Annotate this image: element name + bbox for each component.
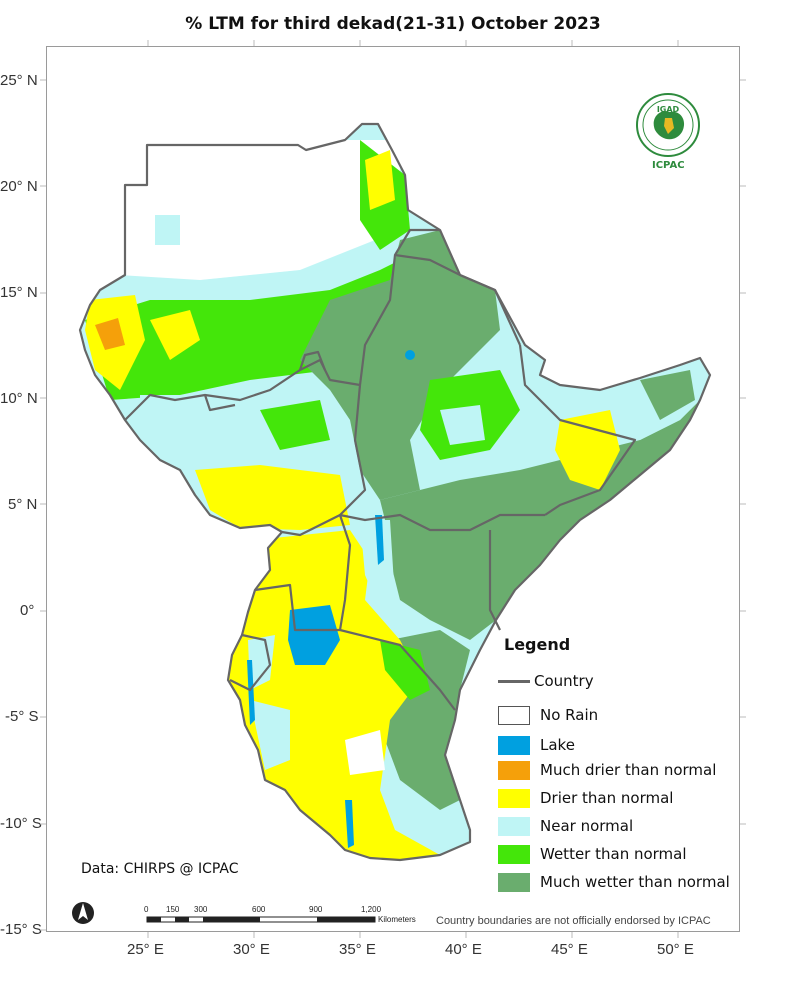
scale-tick-label: 900 (309, 905, 323, 914)
legend-swatch (498, 705, 530, 725)
svg-text:IGAD: IGAD (657, 105, 680, 114)
lon-label-40e: 40° E (445, 941, 482, 958)
legend-swatch (498, 735, 530, 755)
lon-label-35e: 35° E (339, 941, 376, 958)
lat-label-10s: -10° S (0, 815, 42, 832)
legend-swatch (498, 844, 530, 864)
map-frame (46, 46, 740, 932)
legend-label: No Rain (540, 706, 599, 724)
scale-unit-label: Kilometers (378, 915, 416, 924)
legend-item-no-rain: No Rain (498, 704, 598, 726)
map-title: % LTM for third dekad(21-31) October 202… (185, 14, 601, 34)
lat-label-15n: 15° N (0, 284, 38, 301)
lat-label-15s: -15° S (0, 921, 42, 938)
lat-label-5s: -5° S (5, 708, 39, 725)
legend-item-lake: Lake (498, 734, 575, 756)
lon-label-45e: 45° E (551, 941, 588, 958)
legend-swatch (498, 816, 530, 836)
igad-icpac-logo: IGAD (636, 93, 700, 157)
country-line-icon (498, 679, 530, 683)
scale-tick-label: 150 (166, 905, 180, 914)
lon-label-50e: 50° E (657, 941, 694, 958)
boundary-disclaimer: Country boundaries are not officially en… (436, 915, 711, 927)
legend-swatch (498, 872, 530, 892)
scale-tick-label: 300 (194, 905, 208, 914)
north-arrow-icon (72, 902, 94, 924)
lat-label-0: 0° (20, 602, 35, 619)
legend-label: Drier than normal (540, 789, 674, 807)
legend-item-much-drier: Much drier than normal (498, 759, 716, 781)
scale-tick-label: 1,200 (361, 905, 382, 914)
legend-swatch (498, 788, 530, 808)
data-credit: Data: CHIRPS @ ICPAC (81, 861, 239, 877)
lon-label-30e: 30° E (233, 941, 270, 958)
legend-label: Wetter than normal (540, 845, 687, 863)
legend-item-near-normal: Near normal (498, 815, 633, 837)
graticule-ticks (40, 40, 746, 938)
scale-bar (146, 916, 376, 923)
lat-label-20n: 20° N (0, 178, 38, 195)
scale-tick-label: 0 (144, 905, 149, 914)
legend-item-drier: Drier than normal (498, 787, 673, 809)
legend-item-country: Country (498, 670, 594, 692)
logo-caption: ICPAC (652, 160, 685, 171)
legend-item-much-wetter: Much wetter than normal (498, 871, 730, 893)
legend-label: Much drier than normal (540, 761, 717, 779)
legend-title: Legend (504, 635, 571, 654)
legend-label: Country (534, 672, 594, 690)
scale-tick-label: 600 (252, 905, 266, 914)
lat-label-25n: 25° N (0, 72, 38, 89)
lat-label-5n: 5° N (8, 496, 38, 513)
legend-swatch (498, 760, 530, 780)
lat-label-10n: 10° N (0, 390, 38, 407)
legend-label: Near normal (540, 817, 634, 835)
legend-item-wetter: Wetter than normal (498, 843, 687, 865)
legend-label: Lake (540, 736, 575, 754)
country-boundaries (78, 122, 712, 862)
lon-label-25e: 25° E (127, 941, 164, 958)
legend-label: Much wetter than normal (540, 873, 730, 891)
